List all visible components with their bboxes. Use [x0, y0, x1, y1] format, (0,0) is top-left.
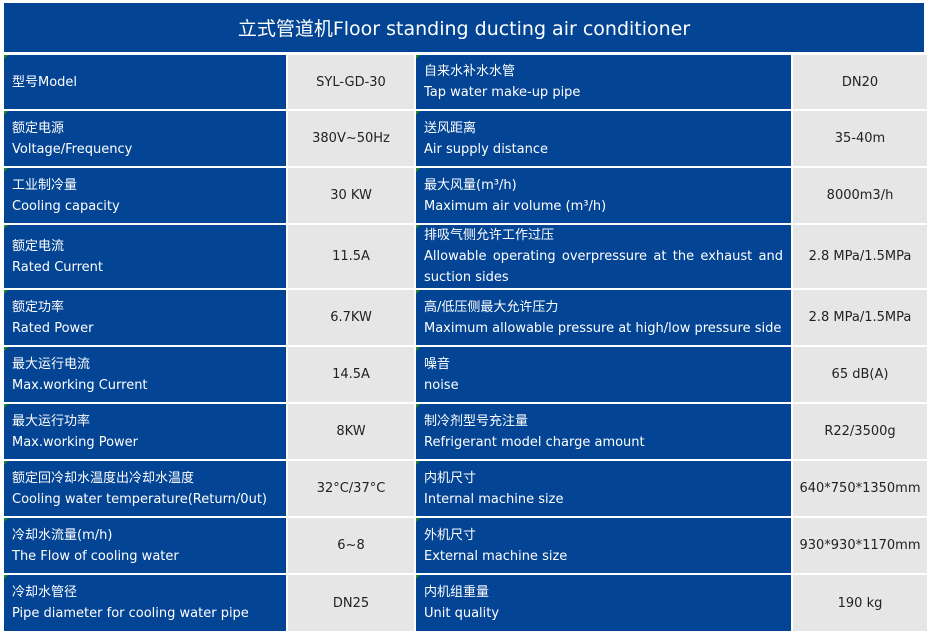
param-label: 送风距离 Air supply distance [416, 111, 791, 166]
cell-text: Voltage/Frequency [12, 141, 133, 157]
cell-text: 额定电流 [12, 238, 65, 254]
cell-text: Internal machine size [424, 491, 564, 507]
param-label: 内机组重量 Unit quality [416, 575, 791, 631]
param-label: 高/低压侧最大允许压力 Maximum allowable pressure at… [416, 290, 791, 345]
param-label: 外机尺寸 External machine size [416, 518, 791, 573]
cell-text: 6.7KW [330, 310, 372, 325]
cell-text: 最大风量(m³/h) [424, 177, 517, 193]
param-value: 190 kg [793, 575, 927, 631]
cell-text: 额定电源 [12, 120, 65, 136]
cell-text: 噪音 [424, 356, 451, 372]
cell-text: 6~8 [337, 538, 365, 553]
cell-text: Allowable operating overpressure at the … [424, 249, 783, 285]
param-value: SYL-GD-30 [288, 55, 414, 109]
cell-text: 送风距离 [424, 120, 477, 136]
cell-text: 380V~50Hz [312, 131, 390, 146]
param-value: DN20 [793, 55, 927, 109]
cell-text: 额定回冷却水温度出冷却水温度 [12, 470, 195, 486]
cell-text: 14.5A [332, 367, 370, 382]
param-value: 640*750*1350mm [793, 461, 927, 516]
param-label: 工业制冷量 Cooling capacity [4, 168, 286, 223]
cell-text: noise [424, 377, 459, 393]
cell-text: 2.8 MPa/1.5MPa [808, 249, 912, 264]
cell-text: 8KW [336, 424, 366, 439]
spec-table: 型号Model SYL-GD-30 自来水补水水管 Tap water make-up… [4, 55, 927, 631]
cell-text: 冷却水流量(m/h) [12, 527, 113, 543]
cell-text: Cooling water temperature(Return/0ut) [12, 491, 267, 507]
cell-text: 35-40m [834, 131, 886, 146]
param-value: 11.5A [288, 225, 414, 288]
param-label: 最大运行电流 Max.working Current [4, 347, 286, 402]
param-value: 65 dB(A) [793, 347, 927, 402]
cell-text: Air supply distance [424, 141, 549, 157]
cell-text: Maximum air volume (m³/h) [424, 198, 607, 214]
cell-text: 最大运行电流 [12, 356, 91, 372]
param-label: 排吸气侧允许工作过压 Allowable operating overpressu… [416, 225, 791, 288]
cell-text: External machine size [424, 548, 568, 564]
cell-text: The Flow of cooling water [12, 548, 179, 564]
table-title: 立式管道机Floor standing ducting air conditio… [4, 3, 924, 52]
cell-text: 65 dB(A) [831, 367, 889, 382]
cell-text: 高/低压侧最大允许压力 [424, 299, 559, 315]
cell-text: 11.5A [332, 249, 370, 264]
param-value: 32°C/37°C [288, 461, 414, 516]
cell-text: Rated Current [12, 259, 104, 275]
cell-text: 额定功率 [12, 299, 65, 315]
cell-text: 排吸气侧允许工作过压 [424, 228, 555, 243]
param-value: 2.8 MPa/1.5MPa [793, 225, 927, 288]
cell-text: Max.working Power [12, 434, 139, 450]
cell-text: Max.working Current [12, 377, 148, 393]
param-label: 冷却水流量(m/h) The Flow of cooling water [4, 518, 286, 573]
param-label: 额定回冷却水温度出冷却水温度 Cooling water temperature(… [4, 461, 286, 516]
param-value: 380V~50Hz [288, 111, 414, 166]
cell-text: Refrigerant model charge amount [424, 434, 645, 450]
cell-text: Tap water make-up pipe [424, 85, 581, 100]
param-label: 制冷剂型号充注量 Refrigerant model charge amount [416, 404, 791, 459]
param-label: 冷却水管径 Pipe diameter for cooling water pip… [4, 575, 286, 631]
param-value: 8000m3/h [793, 168, 927, 223]
cell-text: 最大运行功率 [12, 413, 91, 429]
param-value: 2.8 MPa/1.5MPa [793, 290, 927, 345]
param-value: 8KW [288, 404, 414, 459]
cell-text: SYL-GD-30 [316, 74, 386, 90]
cell-text: 型号Model [12, 74, 78, 90]
param-value: 930*930*1170mm [793, 518, 927, 573]
cell-text: 32°C/37°C [316, 481, 386, 496]
param-value: 30 KW [288, 168, 414, 223]
param-value: 6.7KW [288, 290, 414, 345]
param-label: 额定电源 Voltage/Frequency [4, 111, 286, 166]
param-label: 自来水补水水管 Tap water make-up pipe [416, 55, 791, 109]
param-value: 6~8 [288, 518, 414, 573]
cell-text: R22/3500g [824, 424, 896, 439]
cell-text: DN20 [841, 74, 879, 90]
cell-text: 工业制冷量 [12, 177, 78, 193]
param-label: 额定功率 Rated Power [4, 290, 286, 345]
cell-text: 2.8 MPa/1.5MPa [808, 310, 912, 325]
cell-text: 制冷剂型号充注量 [424, 413, 529, 429]
cell-text: 640*750*1350mm [799, 481, 921, 496]
cell-text: 30 KW [330, 188, 372, 203]
param-value: DN25 [288, 575, 414, 631]
param-label: 最大风量(m³/h) Maximum air volume (m³/h) [416, 168, 791, 223]
cell-text: 冷却水管径 [12, 585, 78, 600]
param-label: 内机尺寸 Internal machine size [416, 461, 791, 516]
param-label: 噪音 noise [416, 347, 791, 402]
param-value: 35-40m [793, 111, 927, 166]
cell-text: 930*930*1170mm [799, 538, 921, 553]
param-label: 额定电流 Rated Current [4, 225, 286, 288]
cell-text: 外机尺寸 [424, 527, 477, 543]
cell-text: 内机组重量 [424, 585, 490, 600]
cell-text: 190 kg [837, 595, 883, 611]
cell-text: Cooling capacity [12, 198, 120, 214]
param-value: R22/3500g [793, 404, 927, 459]
param-label: 最大运行功率 Max.working Power [4, 404, 286, 459]
cell-text: 8000m3/h [826, 188, 894, 203]
cell-text: DN25 [332, 595, 370, 611]
cell-text: Maximum allowable pressure at high/low p… [424, 320, 782, 336]
cell-text: 自来水补水水管 [424, 64, 516, 79]
param-label: 型号Model [4, 55, 286, 109]
cell-text: Rated Power [12, 320, 94, 336]
cell-text: 内机尺寸 [424, 470, 477, 486]
param-value: 14.5A [288, 347, 414, 402]
